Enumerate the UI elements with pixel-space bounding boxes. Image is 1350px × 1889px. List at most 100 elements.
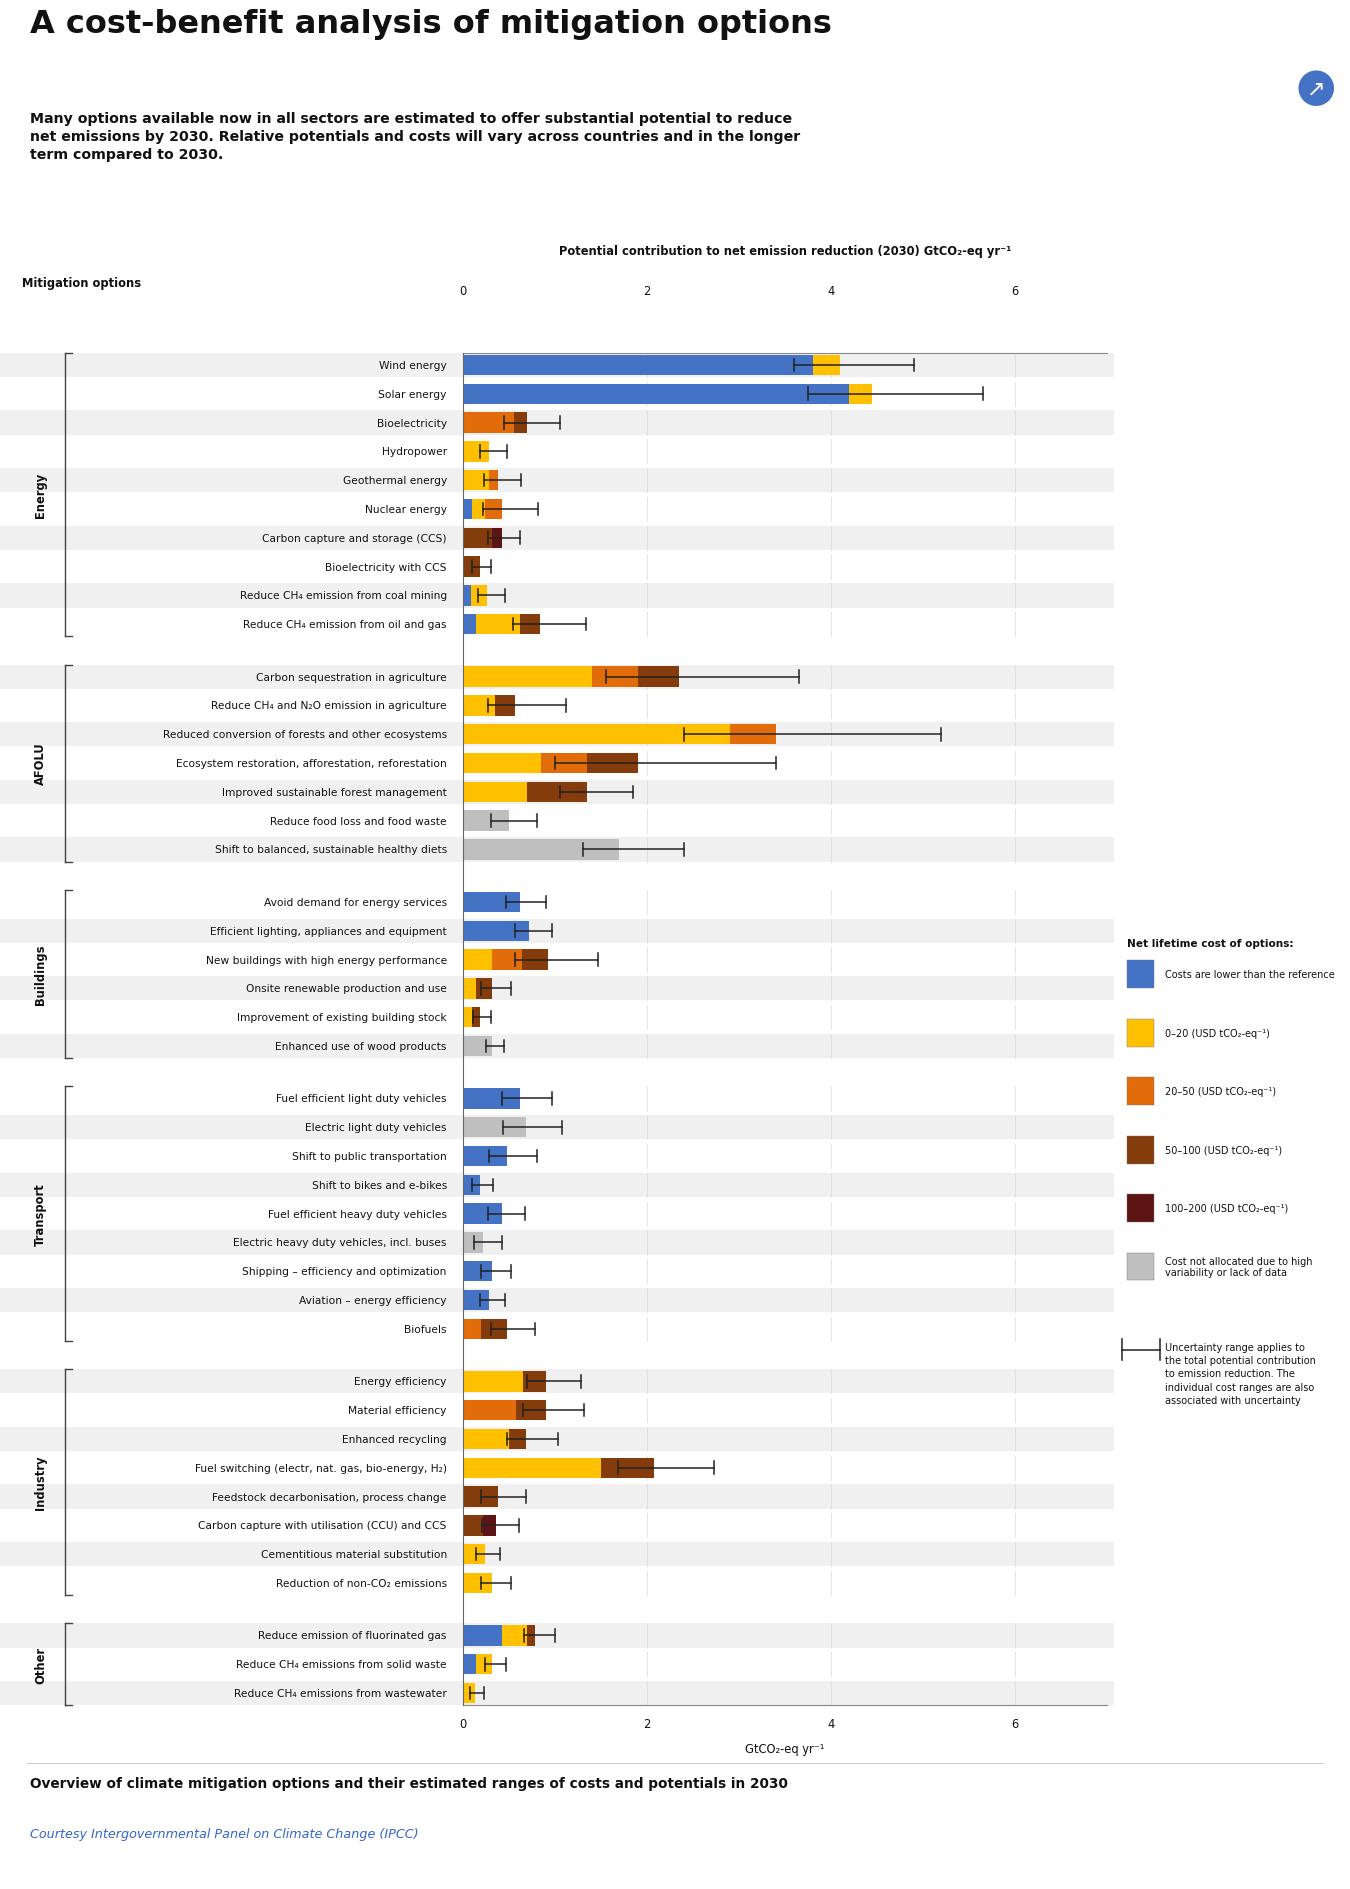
- Bar: [0, 555, 1114, 580]
- Bar: [472, 499, 485, 519]
- Text: Overview of climate mitigation options and their estimated ranges of costs and p: Overview of climate mitigation options a…: [30, 1776, 787, 1791]
- Text: Reduction of non-CO₂ emissions: Reduction of non-CO₂ emissions: [275, 1577, 447, 1589]
- Text: 0: 0: [459, 1717, 467, 1730]
- Bar: [528, 1625, 535, 1645]
- Text: 6: 6: [1011, 1717, 1019, 1730]
- Bar: [463, 586, 471, 606]
- Text: 6: 6: [1011, 285, 1019, 297]
- Text: Shift to balanced, sustainable healthy diets: Shift to balanced, sustainable healthy d…: [215, 844, 447, 856]
- Bar: [637, 667, 679, 688]
- Text: Buildings: Buildings: [34, 944, 47, 1005]
- Bar: [517, 1400, 545, 1421]
- Bar: [1127, 1079, 1154, 1105]
- Bar: [477, 614, 520, 635]
- Bar: [493, 529, 502, 548]
- Bar: [0, 1485, 1114, 1509]
- Bar: [463, 1400, 517, 1421]
- Bar: [1127, 1194, 1154, 1222]
- Bar: [463, 383, 849, 404]
- Bar: [509, 1428, 525, 1449]
- Bar: [0, 808, 1114, 833]
- Bar: [463, 841, 620, 859]
- Bar: [0, 1653, 1114, 1677]
- Bar: [0, 1288, 1114, 1313]
- Text: Reduce CH₄ emission from coal mining: Reduce CH₄ emission from coal mining: [239, 591, 447, 601]
- Text: Shift to bikes and e-bikes: Shift to bikes and e-bikes: [312, 1181, 447, 1190]
- Bar: [0, 1260, 1114, 1285]
- Bar: [463, 557, 479, 578]
- Bar: [463, 1319, 482, 1339]
- Text: Reduced conversion of forests and other ecosystems: Reduced conversion of forests and other …: [163, 729, 447, 740]
- Text: Carbon capture and storage (CCS): Carbon capture and storage (CCS): [262, 533, 447, 544]
- Text: Reduce CH₄ emission from oil and gas: Reduce CH₄ emission from oil and gas: [243, 620, 447, 629]
- Bar: [482, 1319, 508, 1339]
- Text: Hydropower: Hydropower: [382, 448, 447, 457]
- Text: AFOLU: AFOLU: [34, 742, 47, 786]
- Bar: [0, 752, 1114, 776]
- Text: Reduce CH₄ and N₂O emission in agriculture: Reduce CH₄ and N₂O emission in agricultu…: [211, 701, 447, 710]
- Bar: [730, 725, 776, 744]
- Bar: [0, 1513, 1114, 1538]
- Text: Shipping – efficiency and optimization: Shipping – efficiency and optimization: [243, 1268, 447, 1277]
- Text: Net lifetime cost of options:: Net lifetime cost of options:: [1127, 939, 1293, 948]
- Bar: [463, 614, 477, 635]
- Bar: [1127, 962, 1154, 988]
- Text: Biofuels: Biofuels: [405, 1324, 447, 1334]
- Bar: [463, 725, 730, 744]
- Text: Potential contribution to net emission reduction (2030) GtCO₂-eq yr⁻¹: Potential contribution to net emission r…: [559, 246, 1011, 259]
- Bar: [0, 1541, 1114, 1566]
- Bar: [0, 612, 1114, 637]
- Text: Geothermal energy: Geothermal energy: [343, 476, 447, 485]
- Text: Wind energy: Wind energy: [379, 361, 447, 370]
- Bar: [541, 754, 587, 774]
- Bar: [0, 440, 1114, 465]
- Bar: [520, 614, 540, 635]
- Bar: [483, 1515, 497, 1536]
- Text: 100–200 (USD tCO₂-eq⁻¹): 100–200 (USD tCO₂-eq⁻¹): [1165, 1203, 1288, 1213]
- Bar: [0, 1035, 1114, 1058]
- Bar: [463, 1118, 525, 1137]
- Text: Fuel efficient heavy duty vehicles: Fuel efficient heavy duty vehicles: [267, 1209, 447, 1218]
- Bar: [463, 1543, 485, 1564]
- Text: Other: Other: [34, 1645, 47, 1683]
- Bar: [0, 1623, 1114, 1647]
- Text: Many options available now in all sectors are estimated to offer substantial pot: Many options available now in all sector…: [30, 111, 801, 162]
- Bar: [463, 782, 528, 803]
- Bar: [1127, 1252, 1154, 1281]
- Text: Nuclear energy: Nuclear energy: [364, 504, 447, 514]
- Bar: [0, 1426, 1114, 1451]
- Text: 0–20 (USD tCO₂-eq⁻¹): 0–20 (USD tCO₂-eq⁻¹): [1165, 1028, 1270, 1039]
- Text: New buildings with high energy performance: New buildings with high energy performan…: [205, 956, 447, 965]
- Text: Cementitious material substitution: Cementitious material substitution: [261, 1549, 447, 1558]
- Bar: [463, 1203, 502, 1224]
- Bar: [502, 1625, 528, 1645]
- Bar: [463, 1371, 522, 1392]
- Bar: [463, 667, 591, 688]
- Bar: [463, 1515, 483, 1536]
- Text: Cost not allocated due to high
variability or lack of data: Cost not allocated due to high variabili…: [1165, 1256, 1312, 1277]
- Bar: [0, 839, 1114, 861]
- Bar: [513, 414, 528, 433]
- Bar: [0, 584, 1114, 608]
- Text: Transport: Transport: [34, 1183, 47, 1245]
- Bar: [0, 1173, 1114, 1198]
- Bar: [0, 1681, 1114, 1706]
- Bar: [0, 1201, 1114, 1226]
- Bar: [463, 1683, 475, 1704]
- Bar: [0, 1370, 1114, 1394]
- Bar: [463, 1625, 502, 1645]
- Text: Fuel switching (electr, nat. gas, bio-energy, H₂): Fuel switching (electr, nat. gas, bio-en…: [194, 1462, 447, 1473]
- Text: Carbon sequestration in agriculture: Carbon sequestration in agriculture: [256, 672, 447, 682]
- Bar: [0, 1116, 1114, 1139]
- Text: Reduce food loss and food waste: Reduce food loss and food waste: [270, 816, 447, 825]
- Text: Shift to public transportation: Shift to public transportation: [292, 1152, 447, 1162]
- Bar: [463, 922, 529, 941]
- Bar: [0, 468, 1114, 493]
- Text: Solar energy: Solar energy: [378, 389, 447, 399]
- Bar: [0, 723, 1114, 746]
- Bar: [463, 1487, 498, 1507]
- Text: Reduce CH₄ emissions from wastewater: Reduce CH₄ emissions from wastewater: [234, 1689, 447, 1698]
- Text: Electric heavy duty vehicles, incl. buses: Electric heavy duty vehicles, incl. buse…: [234, 1237, 447, 1249]
- Text: Bioelectricity with CCS: Bioelectricity with CCS: [325, 563, 447, 572]
- Bar: [463, 950, 493, 971]
